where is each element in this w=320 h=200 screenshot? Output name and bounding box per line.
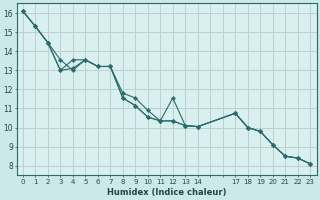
X-axis label: Humidex (Indice chaleur): Humidex (Indice chaleur) <box>107 188 226 197</box>
